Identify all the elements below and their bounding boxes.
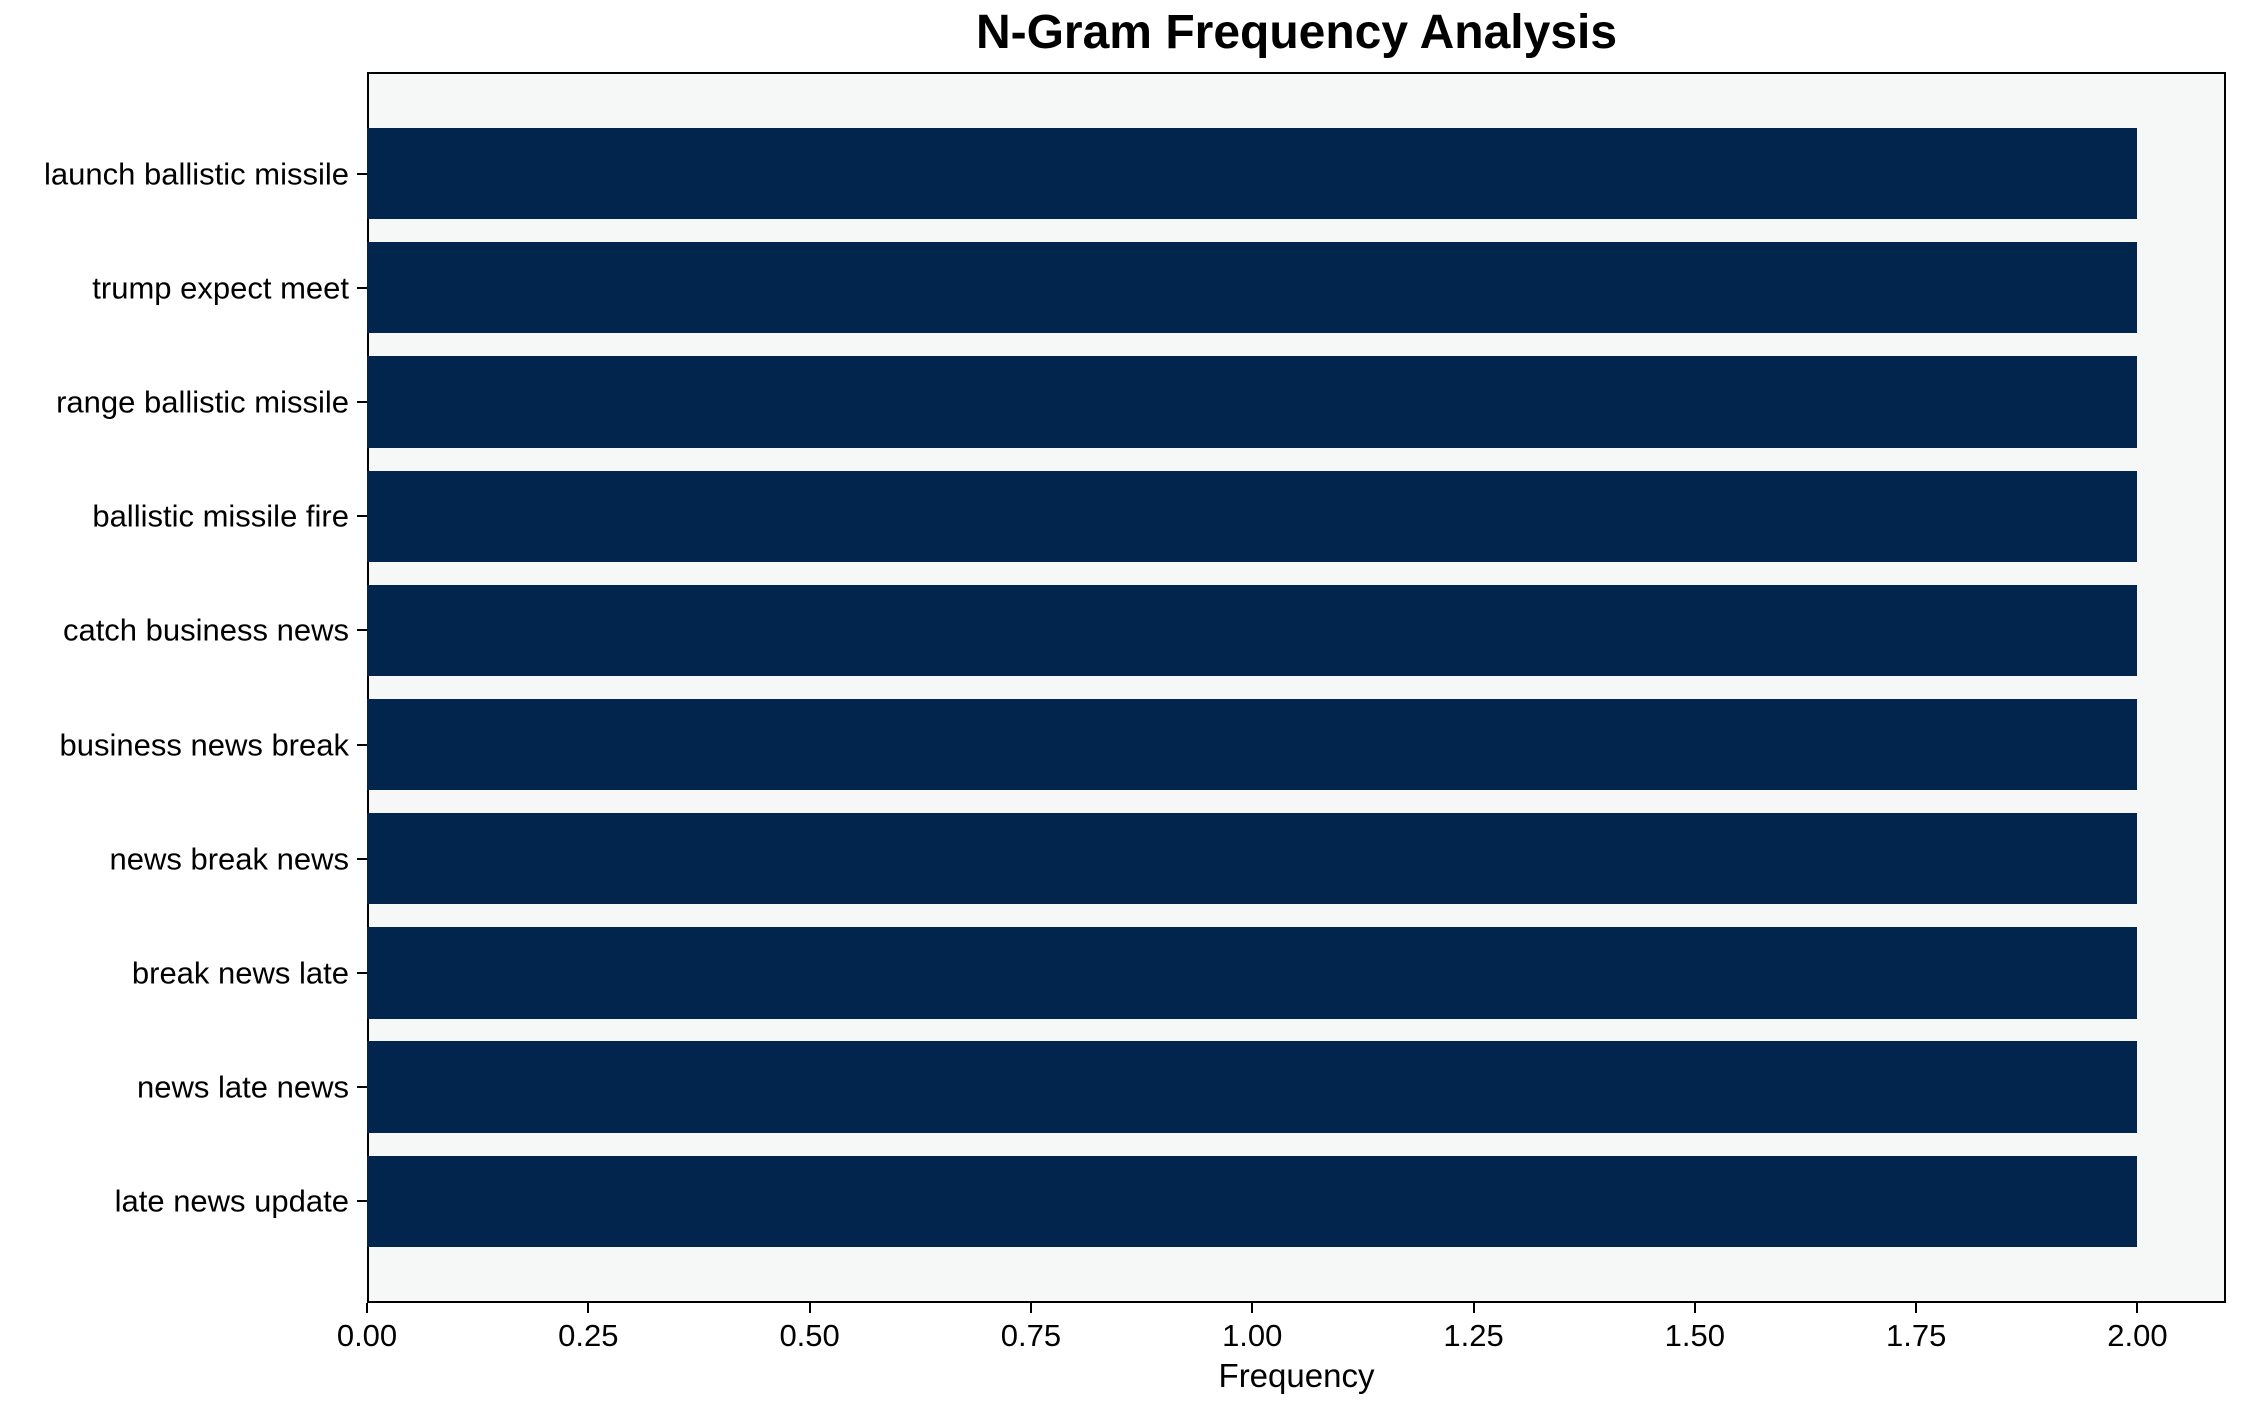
y-tick-mark xyxy=(357,743,367,746)
y-tick-label: range ballistic missile xyxy=(56,384,349,420)
bar xyxy=(367,813,2138,905)
chart-title: N-Gram Frequency Analysis xyxy=(975,6,1618,59)
y-tick-mark xyxy=(357,1086,367,1089)
y-tick-label: launch ballistic missile xyxy=(44,156,349,192)
x-tick-mark xyxy=(1915,1303,1918,1313)
y-tick-label: late news update xyxy=(114,1183,349,1219)
x-tick-label: 1.75 xyxy=(1885,1318,1947,1353)
x-tick-label: 1.00 xyxy=(1222,1318,1283,1353)
y-tick-mark xyxy=(357,401,367,404)
bar xyxy=(367,470,2138,562)
x-tick-mark xyxy=(1472,1303,1475,1313)
x-tick-label: 1.25 xyxy=(1443,1318,1504,1353)
y-tick-mark xyxy=(357,629,367,632)
y-tick-label: break news late xyxy=(131,955,349,991)
x-tick-mark xyxy=(1029,1303,1032,1313)
x-axis-label: Frequency xyxy=(1218,1357,1375,1394)
bar xyxy=(367,1155,2138,1248)
bar xyxy=(367,698,2138,791)
x-tick-label: 0.00 xyxy=(336,1318,398,1353)
y-tick-mark xyxy=(357,286,367,289)
x-tick-label: 1.50 xyxy=(1664,1318,1726,1353)
bar xyxy=(367,127,2138,220)
y-tick-label: news late news xyxy=(137,1069,349,1105)
y-tick-mark xyxy=(357,172,367,175)
x-tick-mark xyxy=(1693,1303,1696,1313)
y-tick-mark xyxy=(357,515,367,518)
x-tick-mark xyxy=(1251,1303,1254,1313)
x-tick-label: 0.25 xyxy=(558,1318,619,1353)
bar xyxy=(367,1041,2138,1133)
y-tick-mark xyxy=(357,857,367,860)
y-tick-label: trump expect meet xyxy=(92,270,349,306)
y-tick-mark xyxy=(357,1200,367,1203)
x-tick-mark xyxy=(2136,1303,2139,1313)
y-tick-label: news break news xyxy=(109,841,349,877)
y-tick-label: ballistic missile fire xyxy=(92,498,349,534)
bar xyxy=(367,927,2138,1019)
y-tick-label: business news break xyxy=(59,727,350,763)
bar xyxy=(367,242,2138,334)
x-tick-label: 0.75 xyxy=(1000,1318,1062,1353)
x-tick-mark xyxy=(808,1303,811,1313)
y-tick-label: catch business news xyxy=(62,612,349,648)
x-tick-mark xyxy=(366,1303,368,1313)
x-tick-label: 0.50 xyxy=(779,1318,840,1353)
y-tick-mark xyxy=(357,971,367,974)
x-tick-label: 2.00 xyxy=(2107,1318,2168,1353)
bar xyxy=(367,356,2138,448)
bar xyxy=(367,584,2138,677)
x-tick-mark xyxy=(587,1303,590,1313)
